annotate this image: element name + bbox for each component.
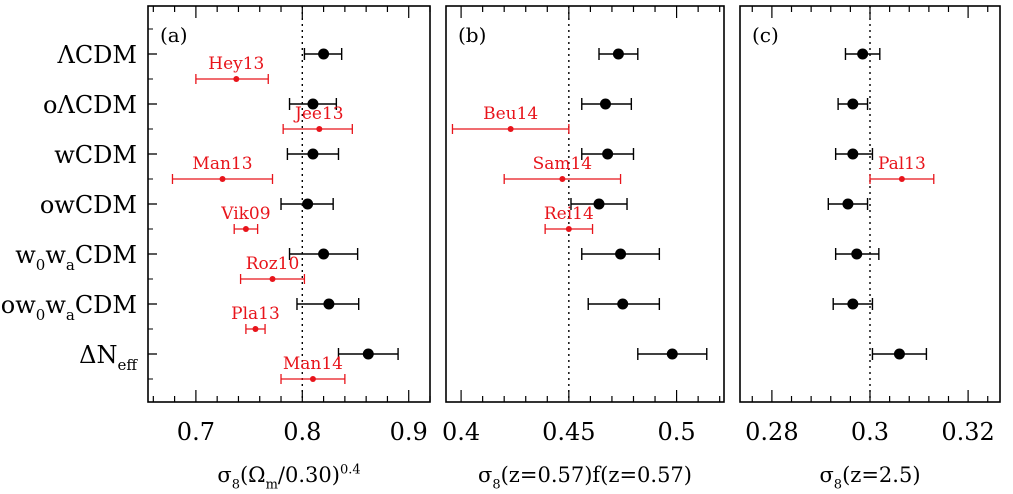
external-point-label: Roz10 xyxy=(246,254,300,274)
external-point xyxy=(316,126,323,132)
external-point xyxy=(252,326,259,332)
panel-b: 0.4 0.45 0.5 σ8(z=0.57)f(z=0.57) (b) Beu14 Sam… xyxy=(442,5,725,492)
model-point xyxy=(847,98,859,110)
x-tick-label: 0.5 xyxy=(658,418,696,446)
model-label: owCDM xyxy=(40,191,137,219)
external-point-label: Sam14 xyxy=(533,154,593,174)
x-tick-label: 0.45 xyxy=(542,418,595,446)
external-point-label: Vik09 xyxy=(220,204,270,224)
external-point-label: Man14 xyxy=(283,354,343,374)
x-tick-label: 0.7 xyxy=(177,418,215,446)
x-axis-label: σ8(z=2.5) xyxy=(819,463,920,492)
model-point xyxy=(599,98,611,110)
model-point xyxy=(893,348,905,360)
x-axis-label: σ8(z=0.57)f(z=0.57) xyxy=(478,463,692,492)
panel-label: (c) xyxy=(752,23,779,47)
panel-label: (b) xyxy=(458,23,486,47)
model-point xyxy=(847,298,859,310)
external-point-label: Rei14 xyxy=(544,204,594,224)
model-point xyxy=(666,348,678,360)
panel-a: 0.7 0.8 0.9 σ8(Ωm/0.30)0.4 (a) Hey13 Jee13 Man1… xyxy=(147,5,431,493)
x-tick-label: 0.28 xyxy=(745,418,798,446)
model-label: ΔNeff xyxy=(79,341,138,374)
model-point xyxy=(842,198,854,210)
panel-label: (a) xyxy=(160,23,188,47)
external-point-label: Hey13 xyxy=(208,54,264,74)
external-point xyxy=(242,226,249,232)
model-point xyxy=(615,248,627,260)
panel-c: 0.28 0.3 0.32 σ8(z=2.5) (c) Pal13 xyxy=(739,5,1001,492)
external-point xyxy=(507,126,514,132)
model-point xyxy=(318,48,330,60)
model-point xyxy=(612,48,624,60)
x-tick-label: 0.8 xyxy=(283,418,321,446)
model-point xyxy=(318,248,330,260)
external-point xyxy=(559,176,566,182)
model-point xyxy=(593,198,605,210)
model-point xyxy=(851,248,863,260)
external-point-label: Beu14 xyxy=(483,104,538,124)
model-point xyxy=(307,98,319,110)
external-point xyxy=(898,176,905,182)
external-point xyxy=(269,276,276,282)
model-label: ow0waCDM xyxy=(1,291,137,324)
model-label: oΛCDM xyxy=(43,91,137,119)
model-label: w0waCDM xyxy=(15,241,137,274)
model-point xyxy=(323,298,335,310)
model-point xyxy=(302,198,314,210)
external-point-label: Man13 xyxy=(192,154,252,174)
external-point xyxy=(233,76,240,82)
x-tick-label: 0.3 xyxy=(851,418,889,446)
external-point xyxy=(309,376,316,382)
model-point xyxy=(307,148,319,160)
x-tick-label: 0.32 xyxy=(941,418,994,446)
x-tick-label: 0.4 xyxy=(442,418,480,446)
model-point xyxy=(362,348,374,360)
x-tick-label: 0.9 xyxy=(390,418,428,446)
model-label: ΛCDM xyxy=(56,41,137,69)
model-label: wCDM xyxy=(54,141,137,169)
model-point xyxy=(602,148,614,160)
model-point xyxy=(847,148,859,160)
panel-frame xyxy=(445,5,725,403)
x-axis-label: σ8(Ωm/0.30)0.4 xyxy=(217,463,360,493)
model-point xyxy=(857,48,869,60)
external-point xyxy=(565,226,572,232)
external-point-label: Jee13 xyxy=(293,104,344,124)
external-point xyxy=(219,176,226,182)
external-point-label: Pal13 xyxy=(878,154,926,174)
external-point-label: Pla13 xyxy=(231,304,280,324)
model-point xyxy=(617,298,629,310)
